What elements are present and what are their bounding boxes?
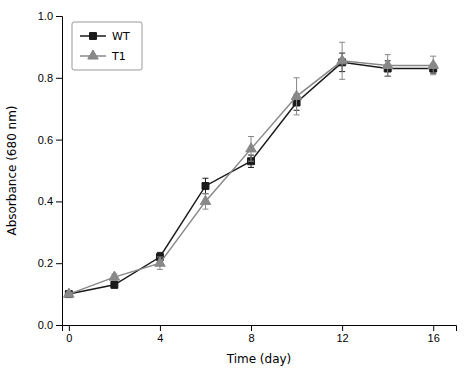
- legend-frame: [72, 22, 142, 70]
- y-axis-tick-label: 1.0: [38, 10, 53, 22]
- x-axis-tick-label: 8: [248, 332, 254, 344]
- x-axis-title: Time (day): [226, 352, 292, 366]
- x-axis-tick: 8: [248, 325, 254, 344]
- y-axis-tick-label: 0.8: [38, 72, 53, 84]
- line: [69, 62, 433, 294]
- x-axis-tick-mark: [251, 325, 252, 331]
- y-axis-tick-mark: [56, 140, 62, 141]
- marker: [202, 182, 209, 189]
- x-axis: 0 4 8 12 16: [63, 325, 457, 344]
- x-axis-tick-label: 4: [157, 332, 163, 344]
- marker: [155, 257, 166, 266]
- x-axis-tick-mark: [160, 325, 161, 331]
- marker: [246, 143, 257, 152]
- y-axis-tick-mark: [56, 201, 62, 202]
- marks: [64, 42, 439, 297]
- y-axis-tick-label: 0.2: [38, 257, 53, 269]
- y-axis-tick: 0.0: [38, 319, 62, 331]
- marker: [428, 59, 439, 68]
- error-bar: [111, 282, 117, 288]
- y-axis-tick: 0.6: [38, 134, 62, 146]
- marker: [200, 195, 211, 204]
- line: [69, 61, 433, 294]
- x-axis-tick: 0: [66, 325, 72, 344]
- y-axis-title: Absorbance (680 nm): [5, 105, 19, 235]
- x-axis-tick-mark: [69, 325, 70, 331]
- y-axis-tick-label: 0.6: [38, 134, 53, 146]
- marker: [111, 281, 118, 288]
- legend-item: T1: [80, 50, 126, 63]
- y-axis-tick-mark: [56, 263, 62, 264]
- legend-label: WT: [112, 30, 130, 43]
- y-axis-tick: 0.4: [38, 195, 62, 207]
- x-axis-tick-mark: [342, 325, 343, 331]
- x-axis-tick: 12: [337, 325, 349, 344]
- error-bar: [202, 178, 208, 193]
- y-axis-line: [56, 17, 63, 326]
- legend-marker: [90, 33, 97, 40]
- x-axis-tick: 16: [428, 325, 440, 344]
- marker: [291, 90, 302, 99]
- chart: 0 4 8 12 16 0.0 0.2 0.4 0.6 0.8 1.0 WT T1 Time (day) A…: [0, 0, 474, 373]
- y-axis-tick: 1.0: [38, 10, 62, 22]
- legend-label: T1: [111, 50, 126, 63]
- y-axis: 0.0 0.2 0.4 0.6 0.8 1.0: [38, 10, 63, 331]
- y-axis-tick: 0.8: [38, 72, 62, 84]
- x-axis-tick-label: 12: [337, 332, 349, 344]
- legend-item: WT: [80, 30, 130, 43]
- y-axis-tick-mark: [56, 325, 62, 326]
- legend-marker: [88, 50, 99, 59]
- series: [64, 42, 439, 297]
- x-axis-tick: 4: [157, 325, 163, 344]
- x-axis-tick-label: 0: [66, 332, 72, 344]
- y-axis-tick-mark: [56, 78, 62, 79]
- y-axis-tick: 0.2: [38, 257, 62, 269]
- marker: [337, 55, 348, 64]
- marker: [382, 59, 393, 68]
- marker: [64, 288, 75, 297]
- plot: 0 4 8 12 16 0.0 0.2 0.4 0.6 0.8 1.0 WT T1: [38, 10, 457, 344]
- x-axis-tick-mark: [433, 325, 434, 331]
- y-axis-tick-mark: [56, 16, 62, 17]
- y-axis-tick-label: 0.0: [38, 319, 53, 331]
- legend: WT T1: [72, 22, 142, 70]
- marker: [109, 271, 120, 280]
- y-axis-tick-label: 0.4: [38, 195, 53, 207]
- x-axis-tick-label: 16: [428, 332, 440, 344]
- series: [65, 53, 436, 297]
- x-axis-line: [63, 326, 457, 332]
